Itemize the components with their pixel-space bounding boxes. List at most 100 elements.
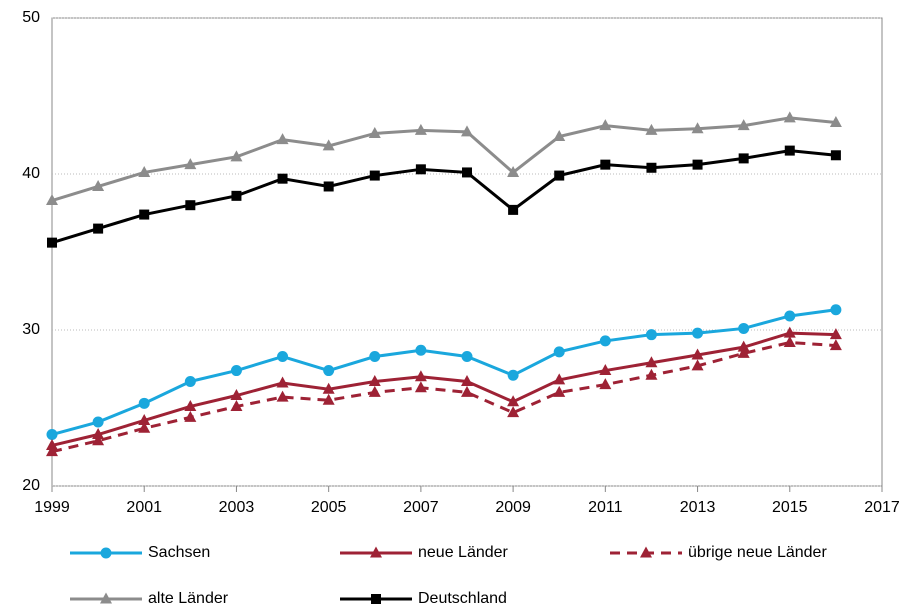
data-point (829, 116, 842, 128)
x-tick-label: 1999 (34, 499, 70, 516)
data-point (645, 329, 657, 341)
legend-marker (371, 594, 381, 604)
x-tick-label: 2013 (680, 499, 716, 516)
data-point (322, 139, 335, 151)
data-point (553, 385, 566, 397)
data-point (139, 209, 150, 220)
y-tick-label: 40 (22, 165, 40, 182)
data-point (507, 369, 519, 381)
data-point (46, 429, 58, 441)
data-point (415, 164, 426, 175)
data-point (93, 223, 104, 234)
legend-label: übrige neue Länder (688, 544, 827, 561)
x-tick-label: 2011 (588, 499, 623, 516)
y-tick-label: 50 (22, 9, 40, 26)
data-point (829, 339, 842, 351)
data-point (830, 304, 842, 316)
data-point (46, 438, 58, 450)
data-point (691, 348, 704, 360)
data-point (138, 165, 151, 177)
data-point (554, 170, 565, 181)
x-tick-label: 2001 (126, 499, 162, 516)
data-point (230, 399, 243, 411)
data-point (784, 310, 796, 322)
data-point (184, 410, 197, 422)
data-point (599, 378, 612, 390)
data-point (414, 381, 427, 393)
x-tick-label: 2015 (772, 499, 808, 516)
data-point (645, 123, 658, 135)
x-tick-label: 2007 (403, 499, 439, 516)
data-point (783, 111, 796, 123)
data-point (92, 428, 105, 440)
data-point (507, 165, 520, 177)
data-point (368, 374, 381, 386)
data-point (507, 395, 520, 407)
data-point (369, 351, 381, 363)
data-point (599, 364, 612, 376)
data-point (230, 150, 243, 162)
data-point (461, 125, 473, 137)
data-point (507, 406, 520, 418)
data-point (185, 200, 196, 211)
data-point (322, 393, 335, 405)
y-tick-label: 30 (22, 321, 40, 338)
data-point (184, 375, 196, 387)
legend-label: neue Länder (418, 544, 509, 561)
data-point (784, 145, 795, 156)
y-tick-label: 20 (22, 477, 40, 494)
data-point (830, 150, 841, 161)
data-point (322, 382, 335, 394)
x-tick-label: 2017 (864, 499, 900, 516)
data-point (276, 390, 289, 402)
series-line (51, 308, 837, 436)
data-point (414, 123, 427, 135)
data-point (184, 158, 197, 170)
data-point (323, 181, 334, 192)
data-point (369, 170, 380, 181)
data-point (47, 237, 57, 248)
data-point (92, 179, 105, 191)
data-point (323, 365, 335, 377)
data-point (738, 153, 749, 164)
data-point (691, 122, 704, 134)
x-tick-label: 2009 (495, 499, 531, 516)
legend-label: Sachsen (148, 544, 210, 561)
data-point (645, 368, 658, 380)
data-point (138, 421, 151, 433)
legend-marker (100, 592, 112, 604)
series-line (51, 331, 836, 447)
data-point (92, 416, 104, 428)
data-point (461, 374, 473, 386)
data-point (737, 119, 750, 131)
data-point (645, 356, 658, 368)
data-point (692, 327, 704, 339)
x-tick-label: 2003 (219, 499, 255, 516)
x-tick-label: 2005 (311, 499, 347, 516)
data-point (368, 385, 381, 397)
data-point (230, 389, 243, 401)
data-point (599, 335, 611, 347)
data-point (599, 119, 612, 131)
plot-frame (51, 17, 883, 487)
data-point (553, 346, 565, 358)
data-point (276, 376, 289, 388)
data-point (553, 373, 566, 385)
data-point (461, 351, 473, 363)
legend-marker (100, 547, 112, 559)
data-point (276, 133, 289, 145)
legend-marker (640, 546, 652, 558)
data-point (737, 346, 750, 358)
data-point (46, 445, 58, 457)
data-point (461, 385, 473, 397)
data-point (783, 335, 796, 347)
data-point (829, 328, 842, 340)
data-point (138, 397, 150, 409)
data-point (277, 173, 288, 184)
data-point (553, 130, 566, 142)
series-line (51, 340, 836, 454)
data-point (738, 322, 750, 334)
data-point (508, 204, 519, 215)
data-point (462, 167, 472, 178)
data-point (737, 340, 750, 352)
